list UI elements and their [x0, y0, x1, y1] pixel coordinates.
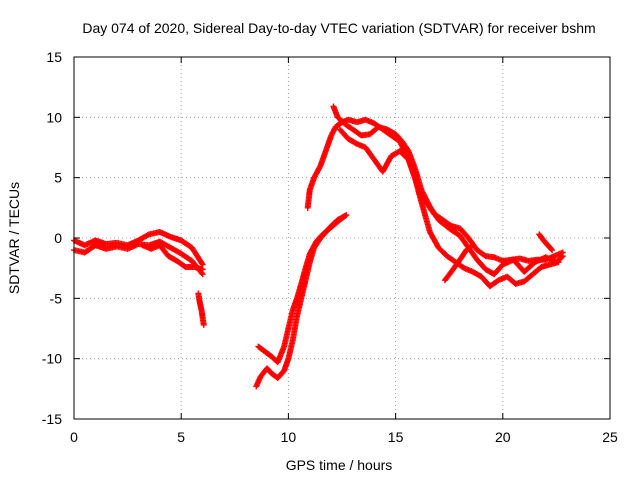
x-tick-label: 5 [177, 429, 185, 445]
y-tick-label: 15 [46, 49, 62, 65]
data-point-marker [548, 246, 555, 253]
data-point-marker [200, 321, 207, 328]
data-point-marker [199, 266, 206, 273]
series-track-f [255, 212, 350, 366]
y-tick-label: 0 [54, 230, 62, 246]
data-point-marker [342, 212, 349, 219]
y-tick-label: -10 [42, 351, 62, 367]
y-tick-label: 5 [54, 170, 62, 186]
y-tick-label: -15 [42, 411, 62, 427]
series-track-b [71, 228, 206, 268]
data-point-marker [198, 260, 205, 267]
x-tick-label: 15 [388, 429, 404, 445]
series-track-c [139, 242, 206, 273]
data-point-marker [343, 212, 350, 219]
series-track-d [195, 290, 207, 328]
data-point-marker [558, 254, 565, 261]
axis-ticks: 0 5 10 15 20 25 -15 -10 -5 0 5 10 15 [42, 49, 618, 445]
grid-lines [74, 57, 610, 419]
x-tick-label: 20 [495, 429, 511, 445]
x-tick-label: 10 [281, 429, 297, 445]
data-points [71, 103, 566, 390]
y-axis-label: SDTVAR / TECUs [6, 182, 22, 294]
chart-title: Day 074 of 2020, Sidereal Day-to-day VTE… [82, 20, 595, 36]
x-tick-label: 25 [602, 429, 618, 445]
data-point-marker [559, 253, 566, 260]
data-point-marker [549, 247, 556, 254]
series-track-h [330, 103, 566, 278]
data-point-marker [469, 242, 476, 249]
data-point-marker [555, 259, 562, 266]
series-track-e [253, 213, 348, 390]
x-axis-label: GPS time / hours [286, 457, 393, 473]
data-point-marker [468, 243, 475, 250]
x-tick-label: 0 [70, 429, 78, 445]
y-tick-label: -5 [50, 290, 63, 306]
series-track-j [441, 242, 476, 284]
y-tick-label: 10 [46, 109, 62, 125]
series-track-k [536, 231, 556, 254]
series-track-i [336, 126, 562, 290]
